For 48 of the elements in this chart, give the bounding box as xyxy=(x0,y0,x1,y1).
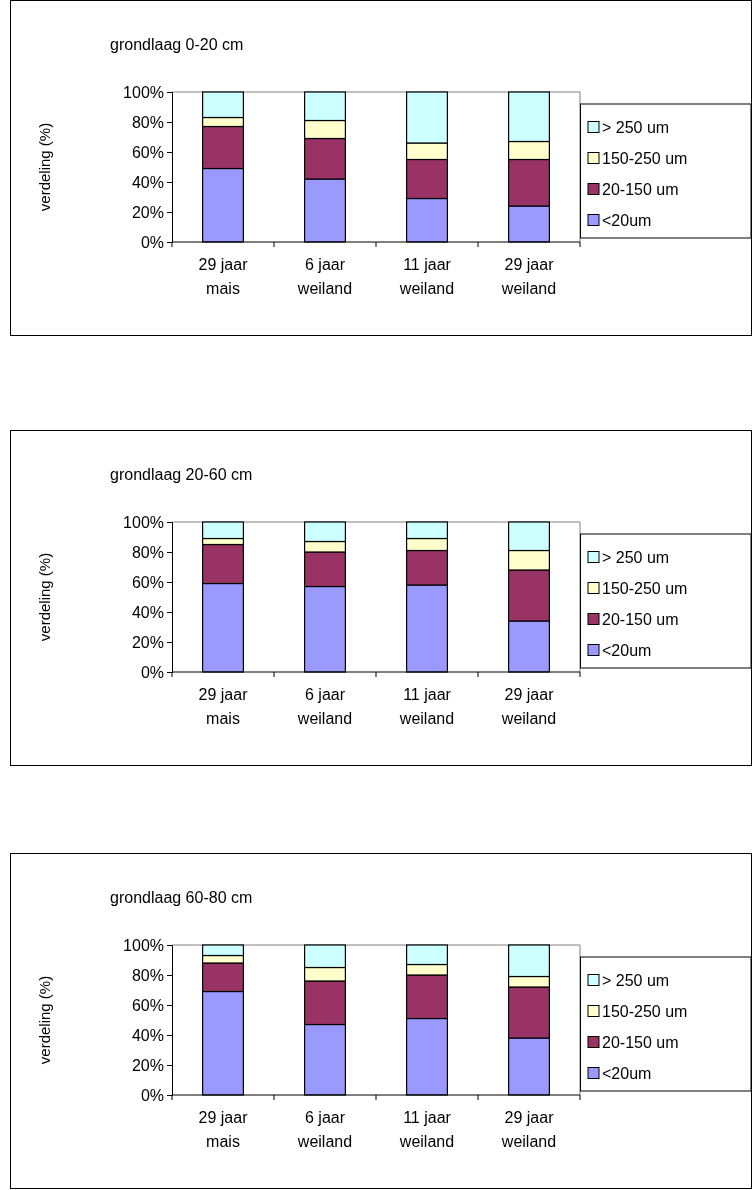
x-tick-label: 6 jaar weiland xyxy=(296,1109,353,1150)
chart-title: grondlaag 0-20 cm xyxy=(110,36,244,53)
legend-label: > 250 um xyxy=(602,548,670,566)
y-tick-label: 100% xyxy=(123,83,164,101)
y-axis-title: verdeling (%) xyxy=(36,122,53,212)
y-tick-label: 80% xyxy=(131,543,164,561)
x-tick-label: 29 jaar mais xyxy=(198,1109,249,1150)
legend-label: 150-250 um xyxy=(602,149,688,167)
chart-title: grondlaag 60-80 cm xyxy=(110,889,253,906)
legend-label: 20-150 um xyxy=(602,610,679,628)
legend-label: > 250 um xyxy=(602,971,670,989)
y-tick-label: 0% xyxy=(140,1086,164,1104)
y-tick-label: 60% xyxy=(131,573,164,591)
x-tick-label: 29 jaar mais xyxy=(198,686,249,727)
y-tick-label: 60% xyxy=(131,996,164,1014)
y-tick-label: 20% xyxy=(131,203,164,221)
x-tick-label: 6 jaar weiland xyxy=(296,686,353,727)
y-tick-label: 80% xyxy=(131,113,164,131)
legend-label: <20um xyxy=(602,1064,652,1082)
y-tick-label: 40% xyxy=(131,603,164,621)
x-tick-label: 11 jaar weiland xyxy=(398,1109,455,1150)
x-tick-label: 11 jaar weiland xyxy=(398,256,455,297)
x-tick-label: 29 jaar mais xyxy=(198,256,249,297)
x-tick-label: 29 jaar weiland xyxy=(500,1109,557,1150)
legend-label: > 250 um xyxy=(602,118,670,136)
x-tick-label: 29 jaar weiland xyxy=(500,256,557,297)
y-tick-label: 0% xyxy=(140,233,164,251)
legend-label: 20-150 um xyxy=(602,180,679,198)
y-tick-label: 60% xyxy=(131,143,164,161)
chart-title: grondlaag 20-60 cm xyxy=(110,466,253,483)
y-tick-label: 20% xyxy=(131,633,164,651)
legend-label: <20um xyxy=(602,211,652,229)
y-tick-label: 0% xyxy=(140,663,164,681)
legend-label: 20-150 um xyxy=(602,1033,679,1051)
x-tick-label: 29 jaar weiland xyxy=(500,686,557,727)
x-tick-label: 11 jaar weiland xyxy=(398,686,455,727)
y-tick-label: 100% xyxy=(123,513,164,531)
y-tick-label: 80% xyxy=(131,966,164,984)
legend-label: <20um xyxy=(602,641,652,659)
y-tick-label: 100% xyxy=(123,936,164,954)
y-tick-label: 40% xyxy=(131,173,164,191)
y-tick-label: 40% xyxy=(131,1026,164,1044)
x-tick-label: 6 jaar weiland xyxy=(296,256,353,297)
legend-label: 150-250 um xyxy=(602,579,688,597)
legend-label: 150-250 um xyxy=(602,1002,688,1020)
y-axis-title: verdeling (%) xyxy=(36,975,53,1065)
y-axis-title: verdeling (%) xyxy=(36,552,53,642)
y-tick-label: 20% xyxy=(131,1056,164,1074)
